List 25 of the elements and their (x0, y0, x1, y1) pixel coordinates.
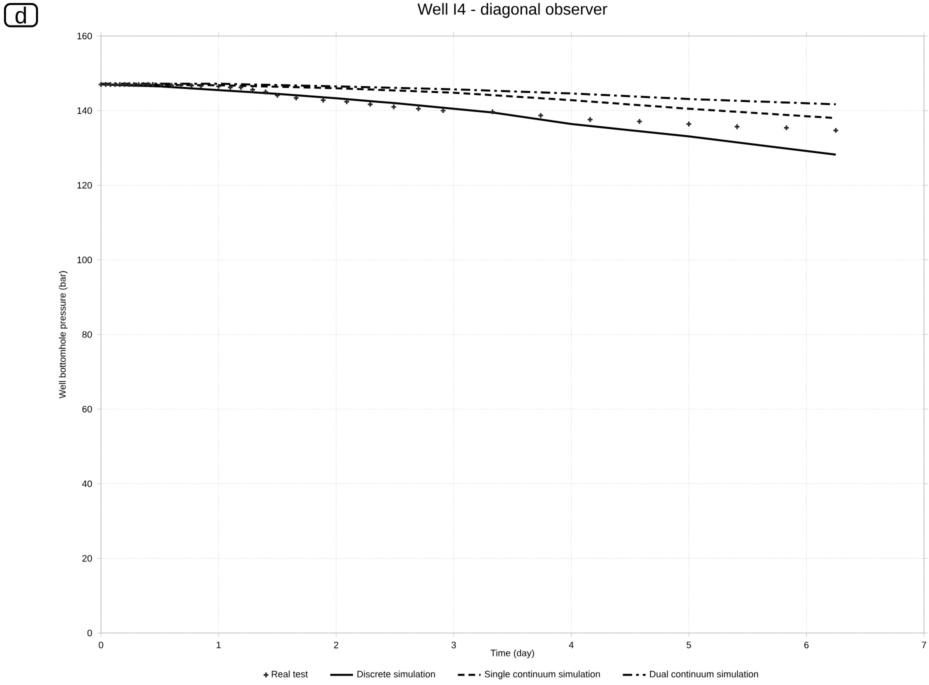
chart-title: Well I4 - diagonal observer (418, 3, 608, 18)
y-tick-label: 140 (77, 107, 92, 114)
x-tick-label: 4 (568, 642, 574, 648)
y-tick-label: 0 (87, 630, 92, 636)
x-tick-label: 2 (334, 642, 338, 648)
legend-label: Discrete simulation (357, 670, 435, 678)
x-tick-label: 0 (98, 642, 104, 648)
x-tick-label: 3 (451, 642, 456, 648)
x-tick-label: 6 (804, 642, 809, 648)
y-tick-label: 60 (82, 406, 92, 412)
y-tick-label: 120 (77, 182, 92, 189)
x-tick-label: 1 (216, 642, 221, 648)
legend-label: Dual continuum simulation (650, 670, 758, 678)
x-axis-title: Time (day) (490, 649, 534, 658)
y-tick-label: 100 (77, 256, 92, 264)
y-tick-label: 20 (82, 555, 92, 562)
y-axis-title: Well bottomhole pressure (bar) (58, 271, 68, 398)
y-tick-label: 40 (82, 480, 92, 488)
x-tick-label: 5 (686, 642, 692, 648)
x-tick-label: 7 (922, 642, 926, 648)
y-tick-label: 160 (77, 32, 92, 40)
legend-label: Real test (272, 670, 308, 678)
legend-label: Single continuum simulation (484, 670, 600, 680)
y-tick-label: 80 (82, 331, 92, 338)
text: d (16, 6, 26, 24)
